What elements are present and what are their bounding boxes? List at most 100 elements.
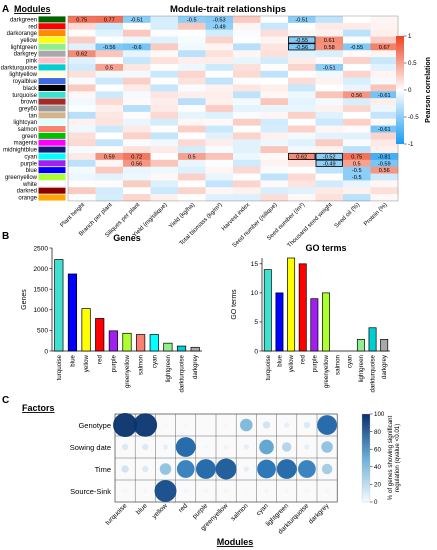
module-name-purple: purple — [20, 161, 37, 167]
heatmap-cell — [343, 16, 371, 24]
dot-sowing-date-greenyellow — [223, 444, 229, 450]
heatmap-cell — [95, 153, 124, 161]
module-swatch-darkgreen — [38, 16, 66, 23]
heatmap-cell — [68, 194, 96, 202]
x-tick-label: cyan — [346, 354, 353, 368]
heatmap-cell — [178, 125, 206, 133]
module-swatch-blue — [38, 167, 66, 174]
colorbar-tick-label: -0.5 — [408, 114, 419, 121]
heatmap-cell — [288, 125, 316, 133]
heatmap-cell — [150, 173, 179, 181]
y-tick-label: 15 — [251, 261, 259, 268]
correlation-label: -0.49 — [323, 161, 336, 167]
heatmap-cell — [150, 180, 179, 188]
factor-module-dotplot: Genotype Sowing date Time Source-Sink turquo… — [70, 413, 338, 536]
bar-cyan — [149, 334, 159, 352]
heatmap-cell — [95, 16, 124, 24]
module-name-grey60: grey60 — [19, 106, 38, 112]
bar-blue — [67, 273, 78, 352]
heatmap-cell — [178, 63, 206, 72]
heatmap-cell — [178, 132, 206, 140]
x-tick-label: purple — [311, 354, 318, 372]
heatmap-cell — [343, 77, 371, 85]
y-tick-label: 500 — [37, 328, 48, 335]
dot-genotype-yellow — [163, 423, 168, 427]
module-name-pink: pink — [26, 59, 38, 65]
heatmap-cell — [205, 194, 234, 202]
correlation-label: -0.81 — [378, 154, 391, 160]
heatmap-cell — [370, 63, 399, 72]
correlation-label: 0.5 — [353, 161, 361, 167]
correlation-label: -0.59 — [378, 161, 391, 167]
dot-sowing-date-darkgrey — [321, 441, 333, 453]
heatmap-cell — [205, 22, 234, 30]
module-swatch-black — [38, 84, 66, 91]
module-swatch-lightyellow — [38, 71, 66, 78]
dot-source-sink-salmon — [244, 489, 249, 493]
colorbar-tick-label: 0 — [374, 499, 378, 506]
colorbar-tick-label: 40 — [374, 464, 381, 471]
heatmap-cell — [178, 153, 206, 161]
highlight-box — [315, 152, 343, 160]
heatmap-cell — [123, 22, 151, 30]
regulation-colorbar-label-line2: regulation (qvalue <0.01) — [394, 424, 401, 493]
x-tick-label: yellow — [288, 354, 295, 372]
heatmap-cell — [95, 77, 124, 85]
module-name-white: white — [22, 182, 38, 188]
x-tick-label: turquoise — [265, 354, 272, 380]
dot-source-sink-lightgreen — [284, 488, 289, 494]
module-axis-label: cyan — [255, 502, 270, 517]
heatmap-cell — [123, 180, 151, 188]
dot-genotype-blue — [133, 413, 158, 437]
module-name-blue: blue — [26, 168, 38, 174]
heatmap-cell — [288, 29, 316, 37]
module-name-turquoise: turquoise — [12, 93, 37, 99]
heatmap-cell — [233, 16, 261, 24]
heatmap-cell — [233, 194, 261, 202]
heatmap-cell — [68, 180, 96, 188]
heatmap-cell — [205, 111, 234, 120]
module-swatch-yellow — [38, 36, 66, 43]
module-name-darkgrey: darkgrey — [14, 52, 37, 58]
regulation-colorbar — [361, 413, 371, 503]
dot-sowing-date-red — [175, 437, 196, 457]
module-name-cyan: cyan — [24, 154, 37, 160]
dot-source-sink-cyan — [264, 488, 269, 494]
heatmap-cell — [260, 84, 289, 92]
module-axis-label: yellow — [151, 502, 169, 520]
heatmap-cell — [123, 63, 151, 72]
colorbar-tick-label: 1 — [408, 33, 412, 40]
heatmap-cell — [288, 36, 316, 44]
heatmap-cell — [178, 118, 206, 126]
heatmap-cell — [370, 153, 399, 161]
heatmap-cell — [315, 16, 344, 24]
heatmap-cell — [178, 22, 206, 30]
heatmap-cell — [288, 187, 316, 195]
module-name-greenyellow: greenyellow — [5, 175, 38, 181]
heatmap-cell — [205, 77, 234, 85]
heatmap-cell — [343, 50, 371, 58]
dot-time-yellow — [159, 463, 172, 475]
heatmap-cell — [68, 98, 96, 106]
regulation-colorbar-ticks: 100 80 60 40 20 0 — [370, 411, 385, 506]
correlation-label: -0.6 — [132, 45, 142, 51]
heatmap-cell — [370, 111, 399, 120]
heatmap-cell — [178, 139, 206, 147]
bar-turquoise — [54, 259, 64, 352]
heatmap-cell — [123, 125, 151, 133]
pearson-colorbar — [396, 36, 404, 144]
bar-blue — [275, 292, 284, 352]
dot-time-turquoise — [121, 465, 129, 473]
heatmap-cell — [288, 16, 316, 24]
heatmap-cell — [233, 22, 261, 30]
heatmap-cell — [315, 111, 344, 120]
bar-darkturquoise — [176, 345, 187, 352]
heatmap-cell — [205, 16, 234, 24]
heatmap-cell — [68, 125, 96, 133]
heatmap-cell — [150, 29, 179, 37]
heatmap-cell — [68, 118, 96, 126]
dot-source-sink-darkturquoise — [304, 488, 310, 494]
bar-greenyellow — [122, 332, 132, 352]
dot-source-sink-darkgrey — [324, 488, 330, 494]
heatmap-cell — [178, 16, 206, 24]
